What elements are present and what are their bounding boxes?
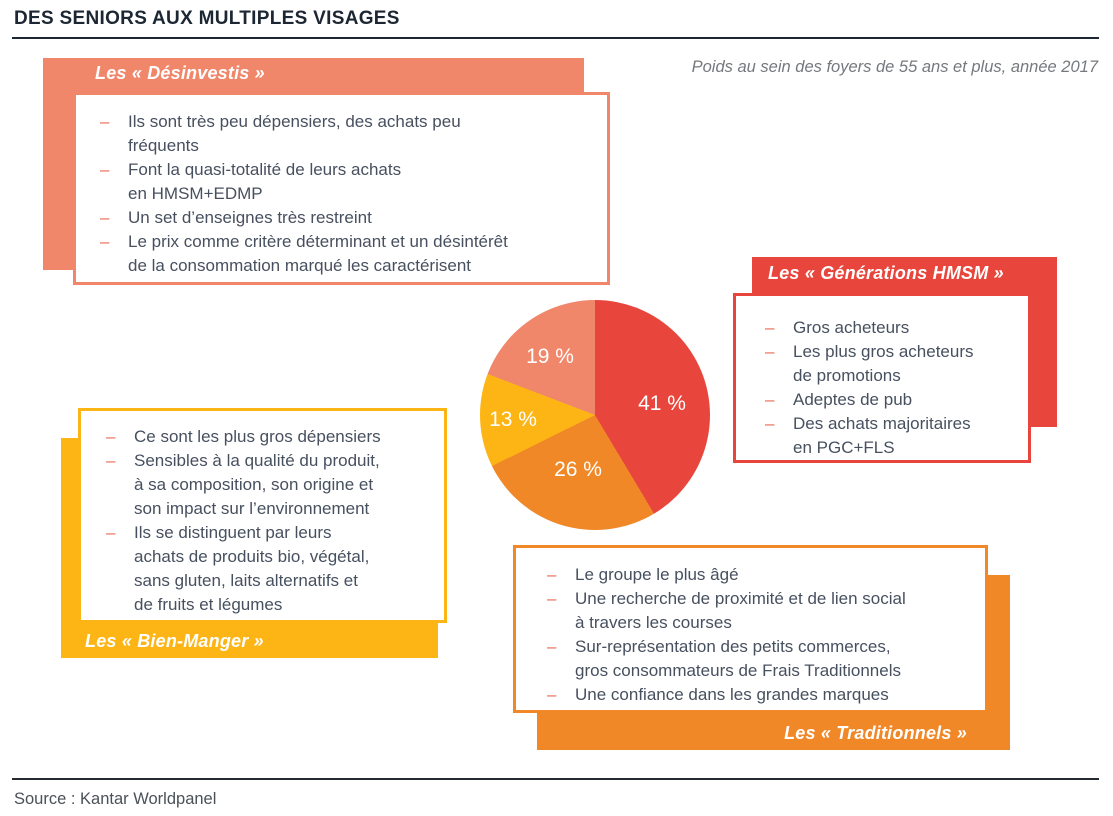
bullet-dash: – [547, 565, 557, 584]
bullet-item: – Sensibles à la qualité du produit, à sa… [106, 449, 436, 521]
bullet-item: – Font la quasi-totalité de leurs achats … [100, 158, 597, 206]
bullet-text: Ce sont les plus gros dépensiers [134, 427, 381, 446]
bullet-dash: – [100, 208, 110, 227]
card-body-generations-hmsm: – Gros acheteurs – Les plus gros acheteurs … [733, 293, 1031, 463]
bullet-item: – Le groupe le plus âgé [547, 563, 977, 587]
bullet-dash: – [765, 342, 775, 361]
bullet-text: Les plus gros acheteurs de promotions [793, 342, 974, 385]
bullet-item: – Ils sont très peu dépensiers, des achat… [100, 110, 597, 158]
bullet-list-desinvestis: – Ils sont très peu dépensiers, des achat… [76, 95, 607, 278]
bullet-dash: – [547, 589, 557, 608]
bullet-dash: – [765, 390, 775, 409]
card-body-bien-manger: – Ce sont les plus gros dépensiers – Sensib… [78, 408, 447, 623]
bullet-text: Des achats majoritaires en PGC+FLS [793, 414, 971, 457]
bullet-text: Font la quasi-totalité de leurs achats e… [128, 160, 402, 203]
bullet-dash: – [100, 160, 110, 179]
card-title-traditionnels: Les « Traditionnels » [784, 723, 967, 743]
bullet-text: Un set d’enseignes très restreint [128, 208, 372, 227]
title-divider [12, 37, 1099, 39]
bullet-item: – Les plus gros acheteurs de promotions [765, 340, 1020, 388]
source-text: Source : Kantar Worldpanel [14, 790, 217, 808]
bullet-dash: – [106, 451, 116, 470]
bullet-text: Une recherche de proximité et de lien so… [575, 589, 906, 632]
page-title: DES SENIORS AUX MULTIPLES VISAGES [14, 8, 400, 29]
card-body-desinvestis: – Ils sont très peu dépensiers, des achat… [73, 92, 610, 285]
bullet-item: – Ils se distinguent par leurs achats de … [106, 521, 436, 617]
card-body-traditionnels: – Le groupe le plus âgé – Une recherche de … [513, 545, 988, 713]
source-divider [12, 778, 1099, 780]
bullet-dash: – [100, 232, 110, 251]
bullet-item: – Un set d’enseignes très restreint [100, 206, 597, 230]
pie-slice-label-desinvestis: 19 % [526, 345, 574, 368]
pie-slice-label-traditionnels: 26 % [554, 458, 602, 481]
bullet-item: – Une confiance dans les grandes marques [547, 683, 977, 707]
bullet-item: – Adeptes de pub [765, 388, 1020, 412]
bullet-text: Une confiance dans les grandes marques [575, 685, 889, 704]
bullet-text: Ils sont très peu dépensiers, des achats… [128, 112, 461, 155]
bullet-dash: – [765, 414, 775, 433]
bullet-dash: – [547, 637, 557, 656]
bullet-list-generations-hmsm: – Gros acheteurs – Les plus gros acheteurs … [736, 296, 1028, 460]
bullet-text: Gros acheteurs [793, 318, 910, 337]
bullet-text: Ils se distinguent par leurs achats de p… [134, 523, 370, 614]
card-title-desinvestis: Les « Désinvestis » [95, 63, 265, 83]
bullet-dash: – [765, 318, 775, 337]
bullet-text: Adeptes de pub [793, 390, 913, 409]
bullet-list-bien-manger: – Ce sont les plus gros dépensiers – Sensib… [81, 411, 444, 617]
bullet-item: – Le prix comme critère déterminant et un… [100, 230, 597, 278]
bullet-dash: – [106, 523, 116, 542]
card-title-generations-hmsm: Les « Générations HMSM » [768, 263, 1004, 283]
pie-slice-label-bien-manger: 13 % [489, 408, 537, 431]
bullet-item: – Des achats majoritaires en PGC+FLS [765, 412, 1020, 460]
bullet-text: Le prix comme critère déterminant et un … [128, 232, 508, 275]
bullet-item: – Sur-représentation des petits commerces… [547, 635, 977, 683]
pie-chart: 41 % 26 % 13 % 19 % [480, 300, 710, 530]
card-title-bien-manger: Les « Bien-Manger » [85, 631, 264, 651]
bullet-text: Sensibles à la qualité du produit, à sa … [134, 451, 380, 518]
bullet-text: Le groupe le plus âgé [575, 565, 739, 584]
chart-subtitle: Poids au sein des foyers de 55 ans et pl… [691, 58, 1098, 76]
bullet-text: Sur-représentation des petits commerces,… [575, 637, 901, 680]
bullet-item: – Ce sont les plus gros dépensiers [106, 425, 436, 449]
bullet-item: – Une recherche de proximité et de lien s… [547, 587, 977, 635]
bullet-dash: – [547, 685, 557, 704]
bullet-item: – Gros acheteurs [765, 316, 1020, 340]
bullet-dash: – [100, 112, 110, 131]
bullet-list-traditionnels: – Le groupe le plus âgé – Une recherche de … [516, 548, 985, 707]
bullet-dash: – [106, 427, 116, 446]
pie-slice-label-hmsm: 41 % [638, 392, 686, 415]
